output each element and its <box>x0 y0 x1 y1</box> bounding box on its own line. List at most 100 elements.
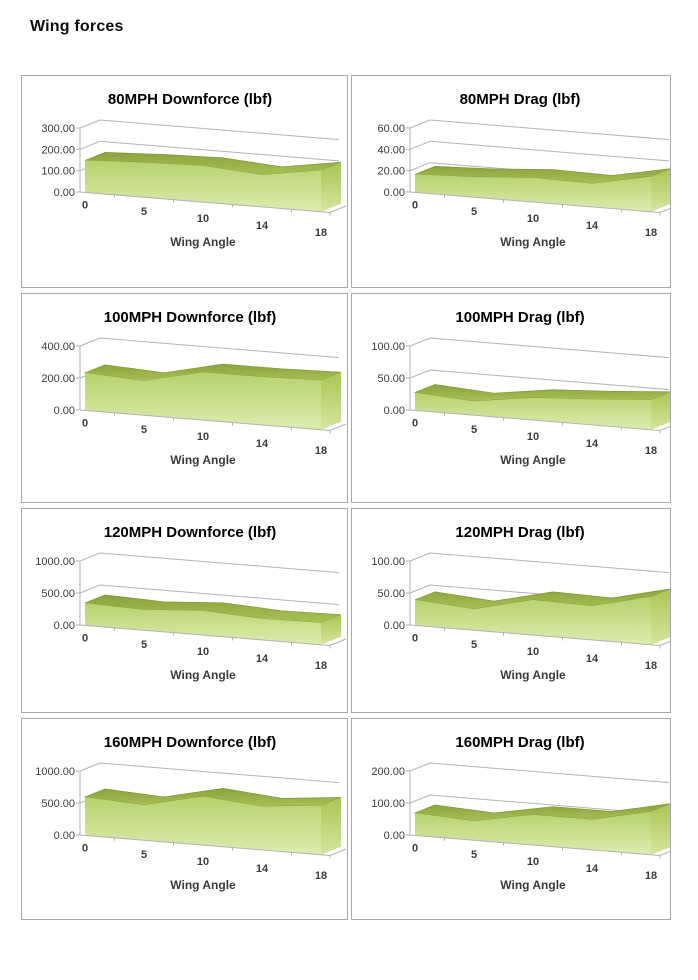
x-tick-label: 0 <box>412 199 418 211</box>
x-tick-label: 18 <box>315 870 327 882</box>
grid-depth-edge <box>409 794 431 804</box>
x-axis-title: Wing Angle <box>500 878 566 892</box>
y-tick-label: 1000.00 <box>35 766 75 778</box>
page-title: Wing forces <box>30 18 124 35</box>
area-chart: 80MPH Drag (lbf) 0.00 20.00 40.00 60.00 0 5 10 1… <box>377 91 670 249</box>
area-right-cap <box>321 162 341 212</box>
y-tick-label: 500.00 <box>41 798 75 810</box>
area-chart: 120MPH Drag (lbf) 0.00 50.00 100.00 0 5 10 14 18… <box>371 524 670 682</box>
floor-right-edge <box>659 207 670 213</box>
area-top-ridge <box>413 803 670 822</box>
area-chart: 160MPH Downforce (lbf) 0.00 500.00 1000.00 0… <box>35 734 347 892</box>
x-tick-label: 10 <box>527 646 539 658</box>
x-tick-label: 14 <box>256 438 269 450</box>
gridline <box>99 337 340 359</box>
x-tick-label: 0 <box>82 842 88 854</box>
x-tick-label: 10 <box>197 431 209 443</box>
x-tick-label: 0 <box>412 632 418 644</box>
gridline <box>99 762 340 784</box>
grid-depth-edge <box>409 762 431 772</box>
chart-panel-100mph-downforce-lbf: 100MPH Downforce (lbf) 0.00 200.00 400.00 0 5… <box>21 293 348 503</box>
area-right-cap <box>651 803 670 855</box>
grid-depth-edge <box>409 369 431 379</box>
grid-depth-edge <box>409 552 431 562</box>
x-axis-title: Wing Angle <box>500 235 566 249</box>
y-tick-label: 0.00 <box>54 830 75 842</box>
y-tick-label: 1000.00 <box>35 556 75 568</box>
x-tick-label: 10 <box>197 213 209 225</box>
area-front-face <box>415 596 651 645</box>
y-tick-label: 100.00 <box>371 341 405 353</box>
x-axis-title: Wing Angle <box>170 878 236 892</box>
x-axis-line <box>79 191 331 213</box>
x-tick-label: 18 <box>315 445 327 457</box>
x-tick-label: 18 <box>645 660 657 672</box>
y-tick-label: 300.00 <box>41 123 75 135</box>
chart-title: 120MPH Drag (lbf) <box>455 524 584 541</box>
y-tick-label: 40.00 <box>377 144 405 156</box>
x-axis-line <box>79 834 331 856</box>
x-tick-label: 14 <box>586 863 599 875</box>
area-right-cap <box>321 797 341 855</box>
y-tick-label: 500.00 <box>41 588 75 600</box>
grid-depth-edge <box>409 337 431 347</box>
chart-title: 120MPH Downforce (lbf) <box>104 524 277 541</box>
chart-title: 80MPH Downforce (lbf) <box>108 91 272 108</box>
x-tick-label: 5 <box>141 206 147 218</box>
x-tick-label: 5 <box>141 849 147 861</box>
y-tick-label: 20.00 <box>377 166 405 178</box>
grid-depth-edge <box>79 584 101 594</box>
x-axis-title: Wing Angle <box>170 453 236 467</box>
grid-depth-edge <box>409 584 431 594</box>
y-tick-label: 0.00 <box>384 405 405 417</box>
grid-depth-edge <box>79 119 101 129</box>
chart-panel-80mph-downforce-lbf: 80MPH Downforce (lbf) 0.00 100.00 200.00 300… <box>21 75 348 288</box>
gridline <box>429 337 670 359</box>
x-tick-label: 18 <box>645 870 657 882</box>
y-tick-label: 200.00 <box>41 144 75 156</box>
gridline <box>99 552 340 574</box>
x-tick-label: 18 <box>315 227 327 239</box>
x-tick-label: 18 <box>645 445 657 457</box>
y-tick-label: 0.00 <box>54 187 75 199</box>
gridline <box>429 552 670 574</box>
area-chart: 100MPH Drag (lbf) 0.00 50.00 100.00 0 5 10 14 18… <box>371 309 670 467</box>
chart-panel-80mph-drag-lbf: 80MPH Drag (lbf) 0.00 20.00 40.00 60.00 0 5 10 1… <box>351 75 671 288</box>
y-tick-label: 100.00 <box>371 798 405 810</box>
x-tick-label: 14 <box>586 653 599 665</box>
gridline <box>429 762 670 784</box>
floor-right-edge <box>659 850 670 856</box>
chart-title: 80MPH Drag (lbf) <box>460 91 581 108</box>
chart-grid: 80MPH Downforce (lbf) 0.00 100.00 200.00 300… <box>21 75 671 920</box>
x-tick-label: 0 <box>82 632 88 644</box>
y-tick-label: 400.00 <box>41 341 75 353</box>
chart-panel-100mph-drag-lbf: 100MPH Drag (lbf) 0.00 50.00 100.00 0 5 10 14 18… <box>351 293 671 503</box>
chart-title: 160MPH Downforce (lbf) <box>104 734 277 751</box>
x-axis-line <box>409 834 661 856</box>
y-tick-label: 0.00 <box>384 620 405 632</box>
chart-panel-120mph-downforce-lbf: 120MPH Downforce (lbf) 0.00 500.00 1000.00 0… <box>21 508 348 713</box>
y-tick-label: 100.00 <box>371 556 405 568</box>
area-top-ridge <box>414 165 670 184</box>
x-tick-label: 14 <box>256 653 269 665</box>
y-tick-label: 0.00 <box>54 405 75 417</box>
floor-right-edge <box>659 640 670 646</box>
area-right-cap <box>321 614 341 645</box>
x-tick-label: 10 <box>527 431 539 443</box>
x-tick-label: 5 <box>471 206 477 218</box>
x-axis-title: Wing Angle <box>170 668 236 682</box>
chart-title: 160MPH Drag (lbf) <box>455 734 584 751</box>
y-tick-label: 100.00 <box>41 166 75 178</box>
chart-title: 100MPH Downforce (lbf) <box>104 309 277 326</box>
grid-depth-edge <box>79 762 101 772</box>
x-axis-title: Wing Angle <box>500 668 566 682</box>
x-axis-line <box>409 624 661 646</box>
x-tick-label: 5 <box>471 849 477 861</box>
x-tick-label: 10 <box>527 213 539 225</box>
x-tick-label: 18 <box>645 227 657 239</box>
area-right-cap <box>651 168 670 212</box>
y-tick-label: 200.00 <box>371 766 405 778</box>
area-chart: 160MPH Drag (lbf) 0.00 100.00 200.00 0 5 10 14 1… <box>371 734 670 892</box>
gridline <box>429 140 670 162</box>
area-front-face <box>415 811 651 855</box>
